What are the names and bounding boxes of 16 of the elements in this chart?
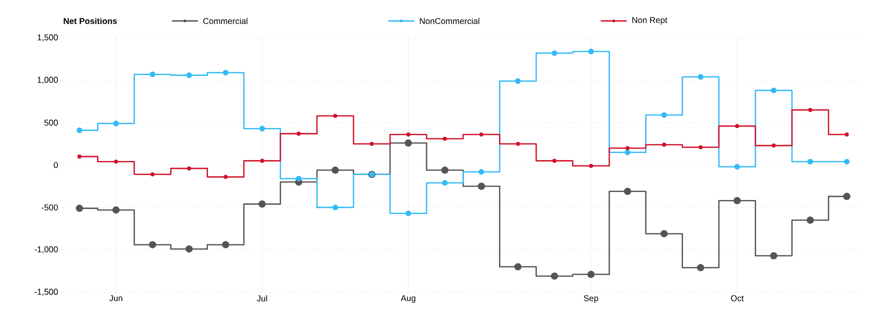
- legend-title: Net Positions: [64, 18, 117, 24]
- legend-label: Non Rept: [632, 17, 668, 25]
- x-tick-label: Jun: [109, 295, 122, 302]
- x-tick-label: Oct: [731, 295, 744, 302]
- x-tick-label: Sep: [584, 295, 598, 303]
- y-tick-label: 0: [54, 162, 58, 168]
- y-tick-label: 500: [44, 120, 58, 126]
- y-tick-label: -1,500: [34, 288, 58, 296]
- legend-label: NonCommercial: [420, 18, 480, 24]
- x-tick-label: Aug: [400, 295, 416, 303]
- y-tick-label: 1,500: [38, 34, 58, 42]
- legend-label: Commercial: [203, 18, 248, 24]
- y-tick-label: -500: [42, 204, 58, 210]
- x-tick-label: Jul: [256, 295, 267, 302]
- y-tick-label: -1,000: [34, 246, 58, 254]
- y-tick-label: 1,000: [38, 76, 58, 84]
